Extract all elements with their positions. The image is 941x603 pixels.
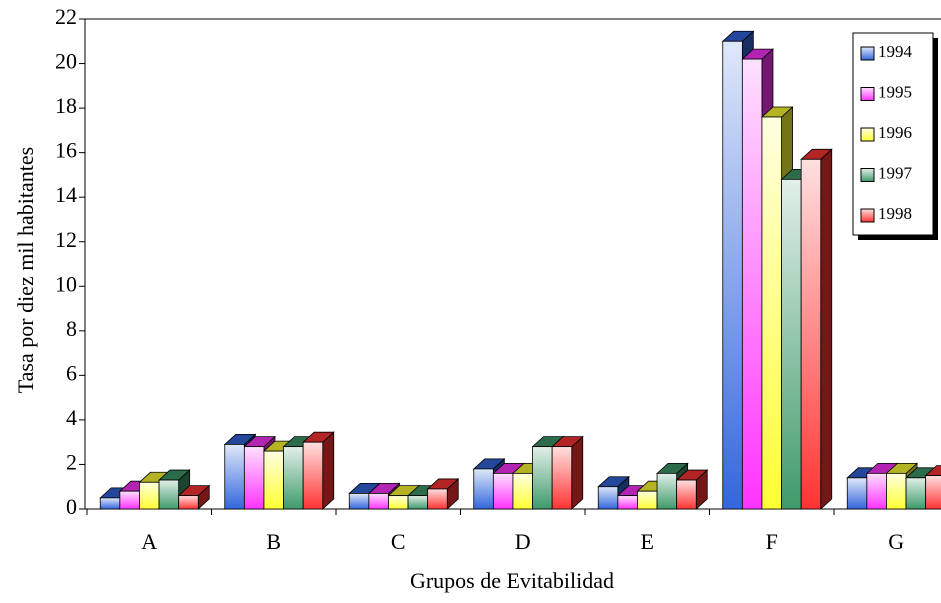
bar-front [886,472,907,510]
y-tick-label: 0 [66,494,77,519]
y-tick-label: 8 [66,316,77,341]
bar [800,148,833,510]
bar-front [243,446,265,510]
x-tick-label: G [888,529,904,554]
bar-front [224,444,245,510]
bar-front [597,486,619,510]
legend-swatch [860,127,875,142]
legend-swatch [860,46,875,61]
bar [426,478,460,510]
legend-label: 1994 [878,42,913,61]
x-tick-label: F [766,529,778,554]
y-tick-label: 12 [55,227,77,252]
y-tick-label: 16 [55,138,77,163]
legend-label: 1998 [878,204,912,223]
bar-front [139,481,160,510]
bar-side [571,435,584,510]
bar-front [905,477,927,510]
x-tick-label: B [266,529,281,554]
x-tick-label: D [515,529,531,554]
bar-front [656,472,678,510]
bar [302,431,335,510]
bar-front [427,488,448,510]
y-tick-label: 4 [66,405,77,430]
bar [177,484,211,510]
x-tick-label: A [141,529,157,554]
bar-front [551,446,573,510]
y-tick-label: 20 [55,49,77,74]
bar-front [178,495,199,510]
bar-front [676,479,697,510]
bar-front [388,495,409,510]
bar-front [473,468,494,510]
bar-front [637,490,658,510]
y-axis-label: Tasa por diez mil habitantes [13,147,38,394]
y-tick-label: 14 [55,182,77,207]
y-tick-label: 10 [55,271,77,296]
bar-front [800,158,822,510]
bar-front [722,40,743,510]
legend-label: 1996 [878,123,912,142]
bar [551,435,584,510]
bar-front [512,472,533,510]
bar-front [761,116,782,510]
bar-front [492,472,514,510]
bar [924,465,941,510]
bar-front [617,495,638,510]
y-tick-label: 18 [55,93,77,118]
y-tick-label: 6 [66,360,77,385]
legend-swatch [860,168,875,182]
bar-side [322,431,335,510]
bar-front [407,495,429,510]
bar-front [283,446,304,510]
legend-swatch [860,87,875,101]
bar-front [119,490,140,510]
bar-side [820,148,833,510]
y-tick-label: 2 [66,450,77,475]
bar-front [158,479,180,510]
bar-front [532,446,553,510]
x-tick-label: C [391,529,406,554]
bar [675,469,709,510]
bar-front [866,472,887,510]
legend-label: 1997 [878,163,913,182]
bar-front [263,450,284,510]
bar-front [99,497,121,510]
x-axis-label: Grupos de Evitabilidad [410,568,614,593]
legend-label: 1995 [878,82,912,101]
bar-front [368,493,389,510]
bar-front [348,493,370,510]
bar-front [846,477,868,510]
bar-front [302,441,324,510]
bar-front [781,178,802,510]
legend-swatch [860,208,875,223]
bar-front [741,58,763,510]
y-tick-label: 22 [55,4,77,29]
bar-front [925,475,941,510]
x-tick-label: E [641,529,654,554]
